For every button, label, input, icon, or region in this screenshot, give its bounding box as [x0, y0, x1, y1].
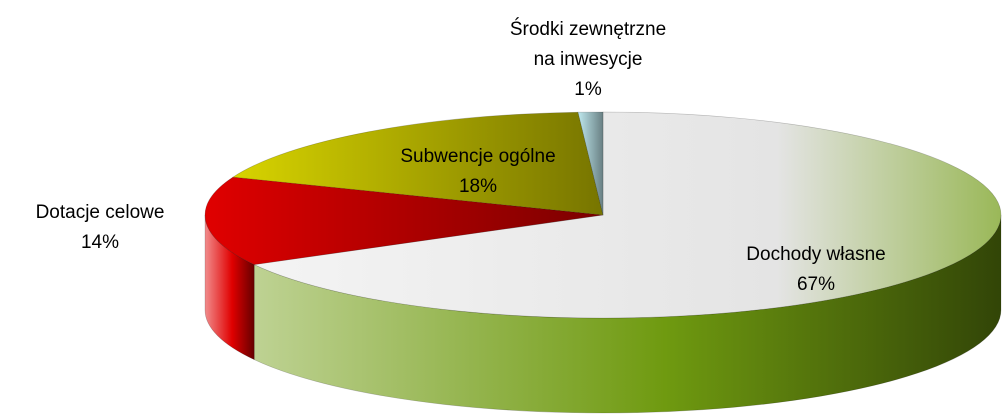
category-name: Środki zewnętrzne na inwesycje: [509, 19, 667, 70]
percent-label: 1%: [574, 79, 602, 100]
percent-label: 67%: [796, 274, 836, 295]
slice: [253, 111, 1002, 319]
slice-label: Dochody własne 67%: [746, 240, 885, 300]
slice-label: Dotacje celowe 14%: [36, 198, 165, 258]
slice-label: Subwencje ogólne 18%: [400, 142, 555, 202]
slice-label: Środki zewnętrzne na inwesycje 1%: [498, 15, 678, 105]
slice: [232, 111, 604, 216]
category-name: Subwencje ogólne: [400, 146, 556, 167]
category-name: Dochody własne: [746, 244, 886, 265]
slice: [577, 111, 604, 216]
percent-label: 14%: [80, 232, 120, 253]
category-name: Dotacje celowe: [35, 202, 165, 223]
percent-label: 18%: [458, 176, 498, 197]
slice: [204, 176, 604, 265]
